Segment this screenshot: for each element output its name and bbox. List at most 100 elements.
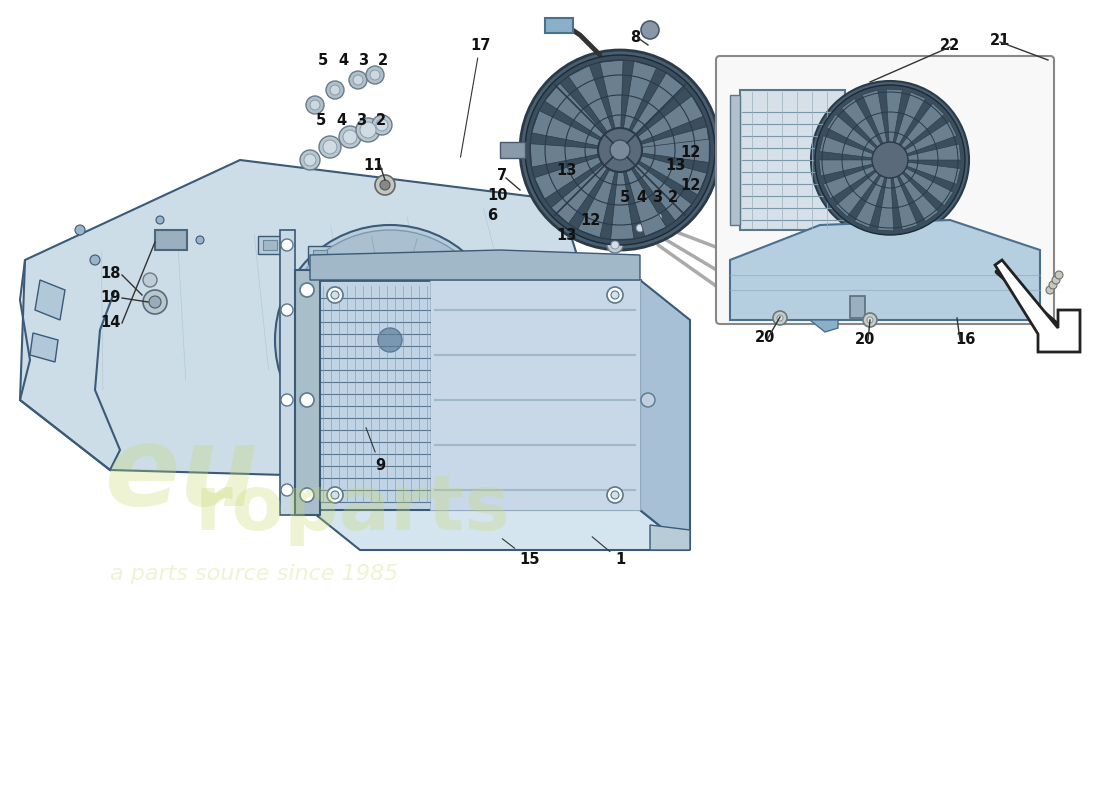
Text: 8: 8 xyxy=(630,30,640,45)
Polygon shape xyxy=(20,160,600,480)
Text: 5: 5 xyxy=(316,113,327,128)
Circle shape xyxy=(366,66,384,84)
Circle shape xyxy=(90,255,100,265)
Bar xyxy=(155,230,187,250)
Circle shape xyxy=(641,393,654,407)
Circle shape xyxy=(353,75,363,85)
Polygon shape xyxy=(836,171,879,217)
Circle shape xyxy=(759,185,764,191)
Text: 6: 6 xyxy=(487,208,497,223)
Circle shape xyxy=(647,218,653,226)
Circle shape xyxy=(525,55,715,245)
Circle shape xyxy=(654,214,661,220)
Text: 22: 22 xyxy=(940,38,960,53)
Polygon shape xyxy=(551,164,607,224)
Polygon shape xyxy=(634,163,692,221)
Polygon shape xyxy=(600,60,623,129)
Text: 10: 10 xyxy=(487,188,507,203)
Polygon shape xyxy=(280,230,295,515)
Text: 4: 4 xyxy=(338,53,348,68)
Polygon shape xyxy=(624,61,657,130)
Polygon shape xyxy=(906,162,960,184)
Circle shape xyxy=(365,315,415,365)
Polygon shape xyxy=(310,510,690,550)
Circle shape xyxy=(319,136,341,158)
Circle shape xyxy=(867,317,873,323)
Polygon shape xyxy=(610,172,634,239)
Text: 17: 17 xyxy=(461,38,491,158)
Text: a parts source since 1985: a parts source since 1985 xyxy=(110,564,398,584)
Circle shape xyxy=(607,237,623,253)
Circle shape xyxy=(143,273,157,287)
Bar xyxy=(730,169,752,185)
Circle shape xyxy=(815,85,965,235)
Text: 21: 21 xyxy=(990,33,1011,48)
Polygon shape xyxy=(827,114,877,152)
Polygon shape xyxy=(626,169,667,237)
Circle shape xyxy=(777,315,783,321)
Circle shape xyxy=(520,50,720,250)
Circle shape xyxy=(607,287,623,303)
Polygon shape xyxy=(640,280,690,550)
Circle shape xyxy=(872,142,908,178)
Circle shape xyxy=(304,154,316,166)
Bar xyxy=(314,250,327,260)
Polygon shape xyxy=(887,89,902,142)
Circle shape xyxy=(624,231,631,239)
Polygon shape xyxy=(810,320,838,332)
Circle shape xyxy=(496,266,504,274)
Polygon shape xyxy=(823,166,874,198)
Bar xyxy=(730,222,755,240)
Polygon shape xyxy=(530,144,598,167)
Circle shape xyxy=(620,227,636,242)
Polygon shape xyxy=(820,160,872,176)
Bar xyxy=(740,90,845,230)
Text: 1: 1 xyxy=(592,537,625,567)
Circle shape xyxy=(280,239,293,251)
Text: 18: 18 xyxy=(100,266,121,281)
Circle shape xyxy=(1055,271,1063,279)
Text: 20: 20 xyxy=(855,332,876,347)
Text: 2: 2 xyxy=(376,113,386,128)
Circle shape xyxy=(323,140,337,154)
Circle shape xyxy=(641,21,659,39)
Circle shape xyxy=(610,291,619,299)
Text: 3: 3 xyxy=(652,190,662,205)
Bar xyxy=(544,18,573,33)
Polygon shape xyxy=(904,168,954,206)
Circle shape xyxy=(280,304,293,316)
Circle shape xyxy=(610,491,619,499)
Circle shape xyxy=(1046,286,1054,294)
Polygon shape xyxy=(893,177,917,230)
Circle shape xyxy=(610,241,619,249)
Circle shape xyxy=(275,225,505,455)
Text: 2: 2 xyxy=(668,190,678,205)
Circle shape xyxy=(1049,281,1057,289)
Polygon shape xyxy=(820,136,873,158)
Polygon shape xyxy=(641,139,710,162)
Circle shape xyxy=(356,118,380,142)
Polygon shape xyxy=(535,157,602,199)
Circle shape xyxy=(745,252,751,258)
FancyBboxPatch shape xyxy=(716,56,1054,324)
Polygon shape xyxy=(855,175,884,228)
Text: 7: 7 xyxy=(497,168,507,183)
Text: 11: 11 xyxy=(363,158,384,173)
Bar xyxy=(850,296,865,318)
Polygon shape xyxy=(905,122,957,154)
Polygon shape xyxy=(899,173,938,222)
Text: 19: 19 xyxy=(100,290,120,305)
Text: 2: 2 xyxy=(378,53,388,68)
Text: 3: 3 xyxy=(358,53,368,68)
Text: 13: 13 xyxy=(556,228,576,243)
Circle shape xyxy=(148,296,161,308)
Text: 12: 12 xyxy=(680,145,701,160)
Circle shape xyxy=(379,180,390,190)
Circle shape xyxy=(372,115,392,135)
Text: 13: 13 xyxy=(666,158,685,173)
Text: 5: 5 xyxy=(620,190,630,205)
Circle shape xyxy=(756,239,768,251)
Circle shape xyxy=(326,81,344,99)
Circle shape xyxy=(300,283,313,297)
Circle shape xyxy=(598,128,642,172)
